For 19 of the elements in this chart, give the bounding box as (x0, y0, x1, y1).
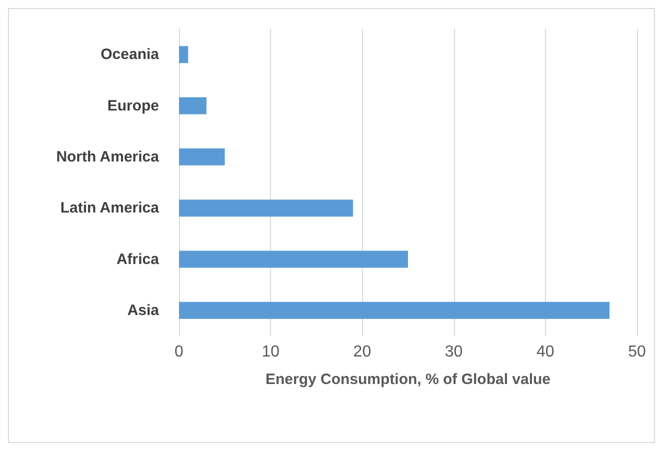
y-tick-label: North America (56, 148, 160, 166)
y-tick-label: Europe (107, 97, 159, 114)
y-tick-label: Oceania (100, 46, 160, 64)
y-tick-label: Africa (116, 250, 160, 268)
bar (179, 302, 610, 319)
x-tick-label: 20 (353, 344, 372, 360)
y-tick-label: Latin America (60, 200, 160, 217)
bar (179, 200, 354, 217)
y-tick-label: Asia (127, 302, 160, 319)
x-tick-label: 40 (536, 344, 554, 360)
x-tick-label: 0 (174, 344, 184, 360)
bar (179, 97, 206, 114)
x-axis-title: Energy Consumption, % of Global value (265, 371, 551, 388)
x-tick-label: 10 (262, 344, 280, 360)
bar (179, 46, 188, 64)
bar (179, 250, 408, 268)
bar (179, 148, 225, 166)
x-tick-label: 30 (444, 344, 463, 360)
x-tick-label: 50 (628, 344, 646, 360)
